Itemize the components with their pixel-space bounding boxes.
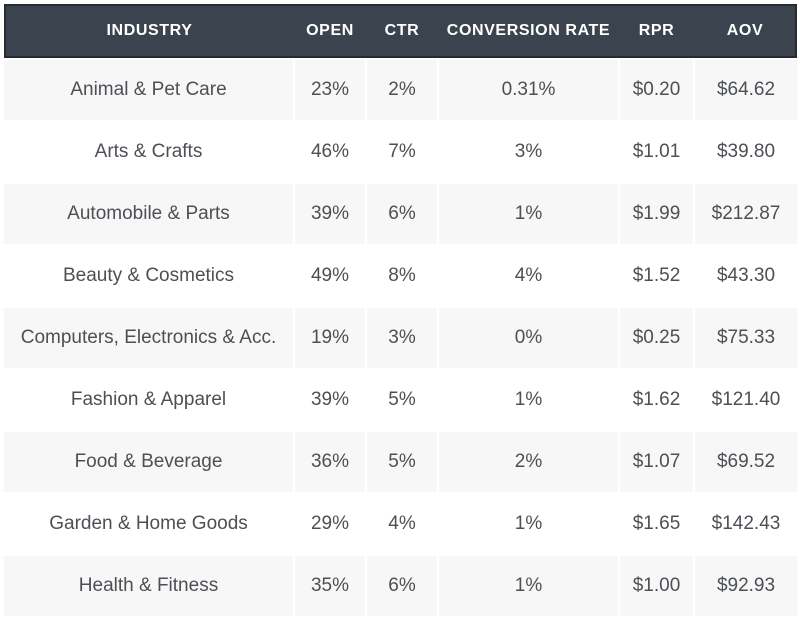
cell-open: 29% <box>295 494 365 554</box>
cell-industry: Food & Beverage <box>4 432 293 492</box>
cell-industry: Beauty & Cosmetics <box>4 246 293 306</box>
table-row: Beauty & Cosmetics 49% 8% 4% $1.52 $43.3… <box>4 246 797 306</box>
cell-industry: Fashion & Apparel <box>4 370 293 430</box>
cell-conversion-rate: 3% <box>439 122 618 182</box>
cell-rpr: $1.00 <box>620 556 693 616</box>
cell-open: 23% <box>295 60 365 120</box>
table-row: Food & Beverage 36% 5% 2% $1.07 $69.52 <box>4 432 797 492</box>
cell-ctr: 4% <box>367 494 437 554</box>
table-row: Computers, Electronics & Acc. 19% 3% 0% … <box>4 308 797 368</box>
table-header-row: INDUSTRY OPEN CTR CONVERSION RATE RPR AO… <box>4 4 797 58</box>
cell-ctr: 6% <box>367 556 437 616</box>
cell-ctr: 2% <box>367 60 437 120</box>
table-row: Garden & Home Goods 29% 4% 1% $1.65 $142… <box>4 494 797 554</box>
cell-conversion-rate: 2% <box>439 432 618 492</box>
cell-aov: $92.93 <box>695 556 797 616</box>
cell-industry: Computers, Electronics & Acc. <box>4 308 293 368</box>
cell-industry: Animal & Pet Care <box>4 60 293 120</box>
cell-rpr: $0.25 <box>620 308 693 368</box>
column-header-conversion-rate: CONVERSION RATE <box>446 22 611 39</box>
cell-open: 49% <box>295 246 365 306</box>
column-header-ctr: CTR <box>384 22 420 39</box>
cell-rpr: $1.62 <box>620 370 693 430</box>
cell-ctr: 8% <box>367 246 437 306</box>
table-row: Health & Fitness 35% 6% 1% $1.00 $92.93 <box>4 556 797 616</box>
column-header-rpr: RPR <box>638 22 675 39</box>
cell-open: 35% <box>295 556 365 616</box>
cell-open: 19% <box>295 308 365 368</box>
cell-ctr: 5% <box>367 432 437 492</box>
table-row: Animal & Pet Care 23% 2% 0.31% $0.20 $64… <box>4 60 797 120</box>
cell-open: 39% <box>295 370 365 430</box>
cell-aov: $39.80 <box>695 122 797 182</box>
cell-industry: Health & Fitness <box>4 556 293 616</box>
cell-aov: $212.87 <box>695 184 797 244</box>
cell-ctr: 3% <box>367 308 437 368</box>
cell-open: 36% <box>295 432 365 492</box>
cell-conversion-rate: 1% <box>439 556 618 616</box>
cell-industry: Automobile & Parts <box>4 184 293 244</box>
cell-conversion-rate: 1% <box>439 184 618 244</box>
cell-open: 39% <box>295 184 365 244</box>
cell-conversion-rate: 1% <box>439 494 618 554</box>
cell-ctr: 6% <box>367 184 437 244</box>
column-header-open: OPEN <box>306 22 354 39</box>
column-header-industry: INDUSTRY <box>106 22 193 39</box>
cell-aov: $142.43 <box>695 494 797 554</box>
cell-conversion-rate: 4% <box>439 246 618 306</box>
cell-aov: $64.62 <box>695 60 797 120</box>
cell-industry: Arts & Crafts <box>4 122 293 182</box>
column-header-aov: AOV <box>726 22 764 39</box>
cell-conversion-rate: 0% <box>439 308 618 368</box>
cell-ctr: 7% <box>367 122 437 182</box>
table-row: Fashion & Apparel 39% 5% 1% $1.62 $121.4… <box>4 370 797 430</box>
cell-aov: $121.40 <box>695 370 797 430</box>
cell-ctr: 5% <box>367 370 437 430</box>
cell-rpr: $1.99 <box>620 184 693 244</box>
table-row: Automobile & Parts 39% 6% 1% $1.99 $212.… <box>4 184 797 244</box>
cell-rpr: $1.01 <box>620 122 693 182</box>
table-row: Arts & Crafts 46% 7% 3% $1.01 $39.80 <box>4 122 797 182</box>
cell-rpr: $0.20 <box>620 60 693 120</box>
cell-rpr: $1.52 <box>620 246 693 306</box>
cell-rpr: $1.07 <box>620 432 693 492</box>
cell-conversion-rate: 1% <box>439 370 618 430</box>
cell-industry: Garden & Home Goods <box>4 494 293 554</box>
cell-aov: $69.52 <box>695 432 797 492</box>
cell-rpr: $1.65 <box>620 494 693 554</box>
cell-open: 46% <box>295 122 365 182</box>
cell-aov: $75.33 <box>695 308 797 368</box>
cell-conversion-rate: 0.31% <box>439 60 618 120</box>
cell-aov: $43.30 <box>695 246 797 306</box>
